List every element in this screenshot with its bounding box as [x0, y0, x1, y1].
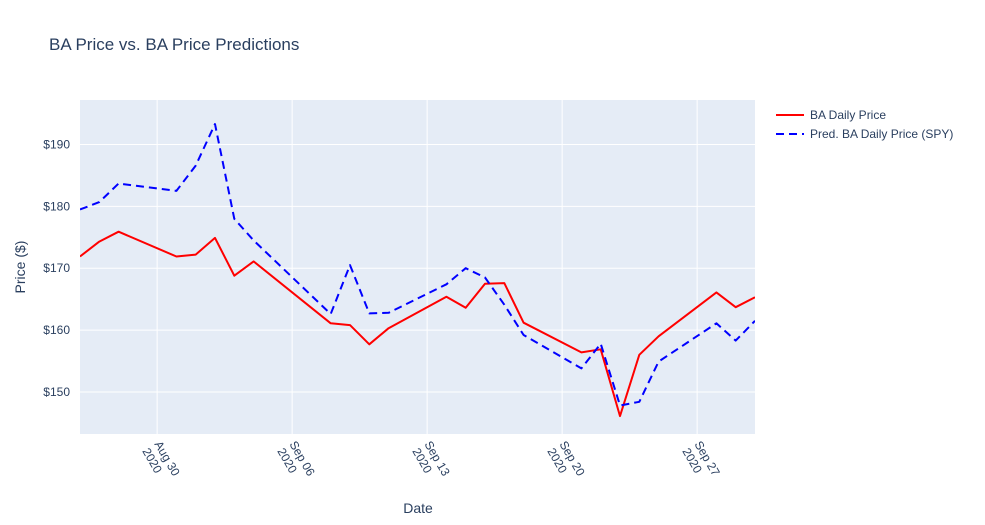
x-tick-label: Sep 062020 — [274, 439, 317, 486]
y-tick-label: $180 — [43, 199, 70, 213]
legend-label: BA Daily Price — [810, 108, 886, 122]
y-tick-label: $170 — [43, 261, 70, 275]
legend[interactable]: BA Daily Price Pred. BA Daily Price (SPY) — [776, 108, 953, 141]
x-tick-label: Sep 272020 — [679, 439, 722, 486]
y-tick-label: $190 — [43, 138, 70, 152]
x-axis-label: Date — [403, 500, 433, 516]
x-tick-label: Sep 202020 — [544, 439, 587, 486]
legend-item[interactable]: BA Daily Price — [776, 108, 886, 122]
chart-title: BA Price vs. BA Price Predictions — [49, 35, 299, 54]
x-gridlines — [156, 100, 698, 434]
series-line-actual-price[interactable] — [80, 230, 755, 418]
series-line-predicted-price[interactable] — [80, 123, 755, 407]
y-tick-label: $160 — [43, 323, 70, 337]
x-tick-label: Sep 132020 — [409, 439, 452, 486]
y-axis-label: Price ($) — [12, 241, 28, 294]
series-layer — [80, 123, 755, 418]
x-tick-label: Aug 302020 — [139, 439, 182, 486]
legend-label: Pred. BA Daily Price (SPY) — [810, 127, 953, 141]
y-tick-label: $150 — [43, 385, 70, 399]
y-axis-ticks: $150 $160 $170 $180 $190 — [43, 138, 70, 399]
legend-item[interactable]: Pred. BA Daily Price (SPY) — [776, 127, 953, 141]
y-gridlines — [80, 144, 755, 393]
plot-area — [80, 100, 755, 434]
x-axis-ticks: Aug 302020 Sep 062020 Sep 132020 Sep 202020… — [139, 439, 722, 486]
